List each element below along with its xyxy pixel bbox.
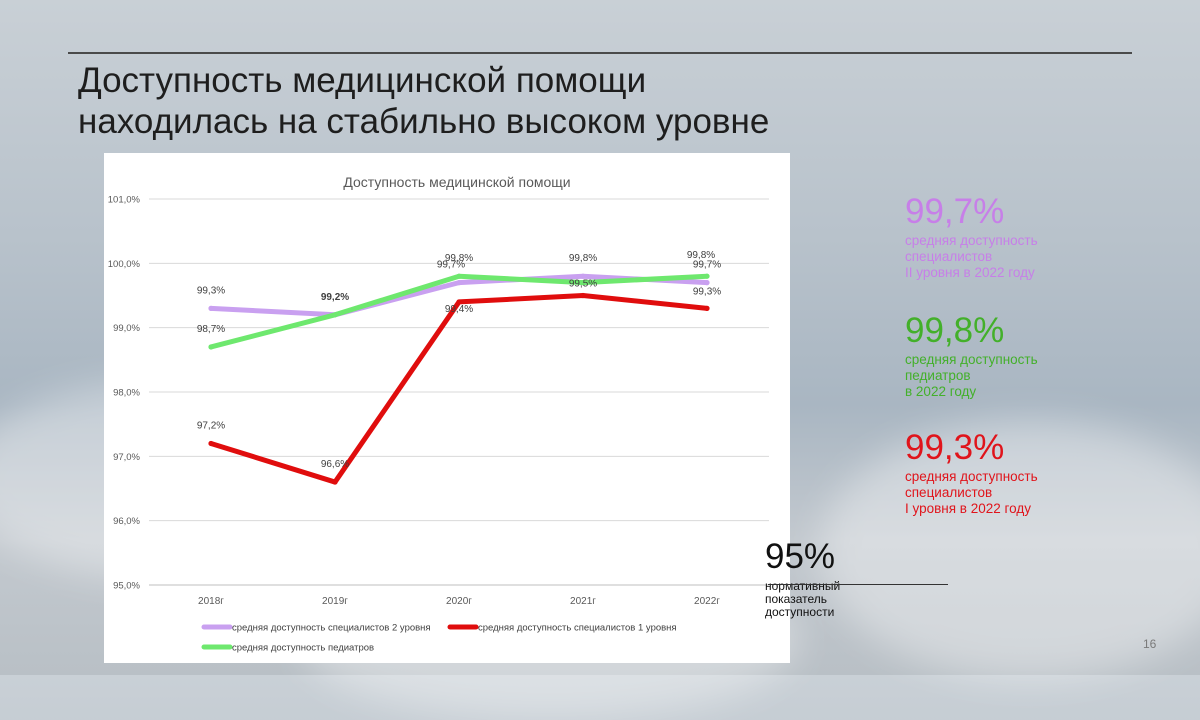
norm-value: 95% bbox=[765, 537, 836, 576]
norm-desc-line: нормативный bbox=[765, 579, 841, 593]
line-chart: Доступность медицинской помощи 95,0% 96,0%… bbox=[108, 174, 769, 654]
stat-desc-line: II уровня в 2022 году bbox=[905, 265, 1035, 280]
norm-description: нормативный показатель доступности bbox=[765, 580, 855, 619]
data-point bbox=[208, 344, 214, 350]
legend-label: средняя доступность специалистов 2 уровн… bbox=[232, 623, 431, 634]
top-rule bbox=[68, 52, 1132, 54]
norm-indicator: 95% нормативный показатель доступности bbox=[765, 537, 855, 619]
data-point bbox=[580, 280, 586, 286]
y-tick-label: 99,0% bbox=[113, 323, 140, 334]
chart-title: Доступность медицинской помощи bbox=[343, 174, 570, 190]
data-point bbox=[208, 305, 214, 311]
y-tick-label: 96,0% bbox=[113, 516, 140, 527]
stat-desc-line: в 2022 году bbox=[905, 384, 977, 399]
data-label: 99,3% bbox=[197, 285, 225, 296]
x-tick-label: 2020г bbox=[446, 596, 472, 607]
background-cloud bbox=[820, 420, 1200, 680]
x-tick-label: 2018г bbox=[198, 596, 224, 607]
data-label: 97,2% bbox=[197, 420, 225, 431]
stat-desc-line: специалистов bbox=[905, 485, 993, 500]
data-point bbox=[704, 305, 710, 311]
page-number: 16 bbox=[1143, 637, 1157, 651]
norm-desc-line: показатель bbox=[765, 592, 828, 606]
slide-title: Доступность медицинской помощи находилас… bbox=[78, 60, 769, 142]
x-tick-label: 2021г bbox=[570, 596, 596, 607]
stat-desc-line: I уровня в 2022 году bbox=[905, 501, 1031, 516]
slide-title-line: находилась на стабильно высоком уровне bbox=[78, 102, 770, 141]
stat-desc-line: средняя доступность bbox=[905, 352, 1038, 367]
slide-title-line: Доступность медицинской помощи bbox=[78, 61, 647, 100]
stat-desc-line: средняя доступность bbox=[905, 469, 1038, 484]
data-label: 99,8% bbox=[687, 250, 715, 261]
data-point bbox=[704, 273, 710, 279]
x-tick-label: 2022г bbox=[694, 596, 720, 607]
legend-label: средняя доступность педиатров bbox=[232, 643, 374, 654]
data-label: 99,2% bbox=[321, 292, 349, 303]
stat-specialists-level1: 99,3% средняя доступность специалистов I… bbox=[905, 428, 1038, 517]
data-label: 99,7% bbox=[437, 260, 465, 271]
data-label: 99,3% bbox=[693, 286, 721, 297]
data-label: 99,7% bbox=[693, 260, 721, 271]
stat-description: средняя доступность специалистов I уровн… bbox=[905, 469, 1038, 517]
data-point bbox=[332, 312, 338, 318]
stat-description: средняя доступность специалистов II уров… bbox=[905, 233, 1038, 281]
y-tick-label: 95,0% bbox=[113, 581, 140, 592]
data-label: 99,8% bbox=[569, 253, 597, 264]
data-point bbox=[456, 280, 462, 286]
data-label: 99,5% bbox=[569, 279, 597, 290]
chart-panel: Доступность медицинской помощи 95,0% 96,0%… bbox=[104, 153, 790, 663]
stat-pediatricians: 99,8% средняя доступность педиатров в 20… bbox=[905, 311, 1038, 400]
norm-desc-line: доступности bbox=[765, 605, 835, 619]
y-tick-label: 98,0% bbox=[113, 388, 140, 399]
stat-value: 99,3% bbox=[905, 428, 1005, 467]
data-point bbox=[332, 479, 338, 485]
stat-description: средняя доступность педиатров в 2022 год… bbox=[905, 352, 1038, 400]
stat-desc-line: педиатров bbox=[905, 368, 971, 383]
data-point bbox=[456, 299, 462, 305]
series-line bbox=[208, 293, 710, 485]
data-point bbox=[580, 292, 586, 299]
y-tick-label: 100,0% bbox=[108, 259, 141, 270]
data-point bbox=[456, 273, 462, 279]
y-tick-label: 97,0% bbox=[113, 452, 140, 463]
norm-rule bbox=[768, 584, 948, 585]
data-point bbox=[704, 280, 710, 286]
data-point bbox=[208, 440, 214, 447]
stat-specialists-level2: 99,7% средняя доступность специалистов I… bbox=[905, 192, 1038, 281]
stat-desc-line: специалистов bbox=[905, 249, 993, 264]
legend-label: средняя доступность специалистов 1 уровн… bbox=[478, 623, 677, 634]
data-label: 99,8% bbox=[445, 253, 473, 264]
stat-value: 99,7% bbox=[905, 192, 1005, 231]
stat-desc-line: средняя доступность bbox=[905, 233, 1038, 248]
data-label: 96,6% bbox=[321, 459, 349, 470]
data-label: 98,7% bbox=[197, 324, 225, 335]
data-point bbox=[580, 273, 586, 279]
x-tick-label: 2019г bbox=[322, 596, 348, 607]
y-tick-label: 101,0% bbox=[108, 195, 141, 206]
stat-value: 99,8% bbox=[905, 311, 1005, 350]
data-label: 99,4% bbox=[445, 304, 473, 315]
